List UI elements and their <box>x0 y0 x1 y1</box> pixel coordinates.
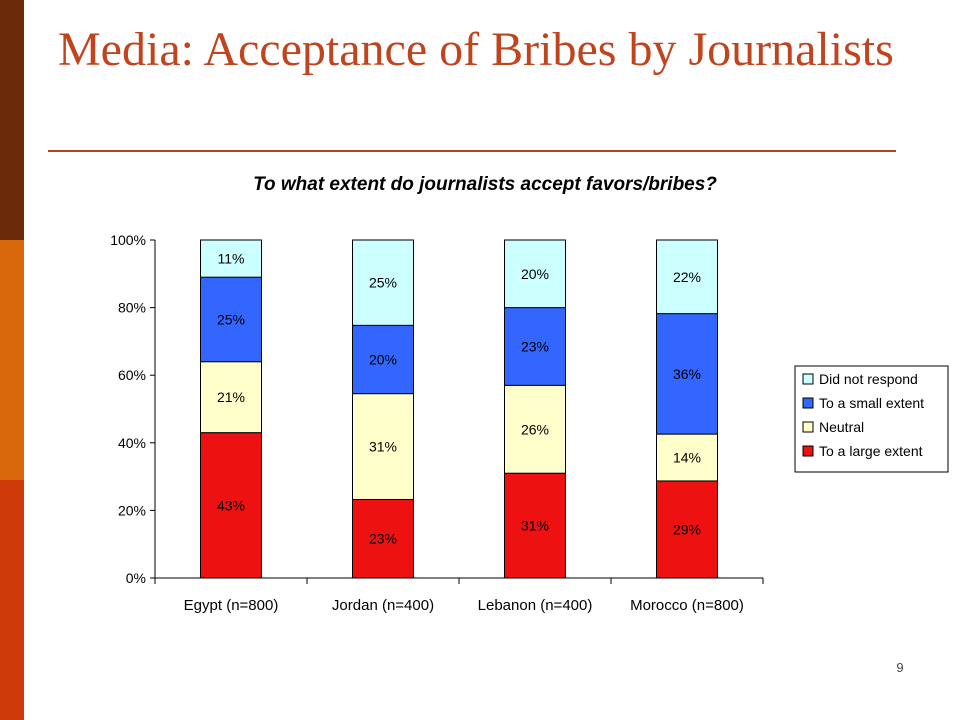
bar-segment <box>504 384 566 474</box>
bar-data-label: 26% <box>521 421 549 437</box>
y-tick-label: 40% <box>118 435 146 451</box>
legend-swatch <box>802 421 814 433</box>
bar-segment <box>200 361 262 434</box>
bar-segment <box>200 276 262 363</box>
x-tick-label: Egypt (n=800) <box>184 597 279 614</box>
bar-data-label: 11% <box>218 251 245 267</box>
bar-data-label: 20% <box>521 266 549 282</box>
bar-segment <box>504 472 566 579</box>
page-number: 9 <box>896 660 904 675</box>
bar-data-label: 31% <box>521 518 549 534</box>
y-tick-label: 60% <box>118 367 146 383</box>
y-tick-label: 0% <box>126 570 146 586</box>
legend-label: To a large extent <box>819 443 923 459</box>
bar-data-label: 20% <box>369 351 397 367</box>
legend-swatch <box>802 397 814 409</box>
chart-title: To what extent do journalists accept fav… <box>253 174 717 195</box>
legend-box <box>794 365 949 473</box>
bar-data-label: 36% <box>673 366 701 382</box>
bar-segment <box>200 239 262 278</box>
x-tick-label: Jordan (n=400) <box>332 597 434 614</box>
side-strip-top <box>0 0 24 240</box>
bar-segment <box>352 498 414 579</box>
bar-data-label: 22% <box>673 269 701 285</box>
side-strip-middle <box>0 240 24 480</box>
bar-segment <box>352 393 414 500</box>
y-tick-label: 20% <box>118 502 146 518</box>
bar-data-label: 14% <box>673 450 701 466</box>
bar-segment <box>504 239 566 309</box>
bar-data-label: 25% <box>369 275 397 291</box>
slide-title: Media: Acceptance of Bribes by Journalis… <box>58 23 894 76</box>
bar-segment <box>200 432 262 579</box>
bar-data-label: 21% <box>217 389 245 405</box>
bar-data-label: 43% <box>217 497 245 513</box>
bar-data-label: 25% <box>217 311 245 327</box>
bar-segment <box>656 313 718 435</box>
bar-segment <box>656 433 718 482</box>
bar-data-label: 31% <box>369 439 397 455</box>
bar-segment <box>352 239 414 326</box>
legend-swatch <box>802 373 814 385</box>
y-tick-label: 100% <box>110 232 146 248</box>
y-tick-label: 80% <box>118 300 146 316</box>
legend-label: Neutral <box>819 419 864 435</box>
bar-data-label: 23% <box>369 531 397 547</box>
legend-label: Did not respond <box>819 371 918 387</box>
x-tick-label: Lebanon (n=400) <box>478 597 593 614</box>
side-strip-bottom <box>0 480 24 720</box>
bar-segment <box>656 239 718 315</box>
bar-data-label: 23% <box>521 338 549 354</box>
bar-segment <box>656 480 718 579</box>
legend-label: To a small extent <box>819 395 924 411</box>
bar-segment <box>352 324 414 395</box>
title-divider <box>48 150 896 152</box>
x-tick-label: Morocco (n=800) <box>630 597 744 614</box>
bar-segment <box>504 307 566 386</box>
legend-swatch <box>802 445 814 457</box>
bar-data-label: 29% <box>673 521 701 537</box>
